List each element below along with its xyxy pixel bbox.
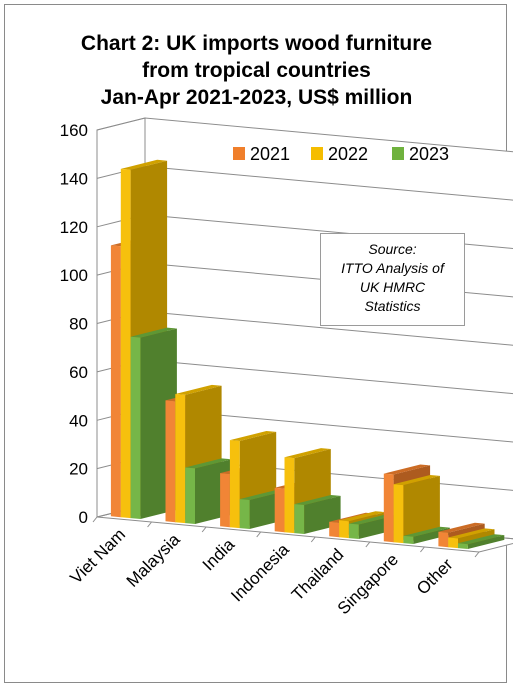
bar-top-2023-Indonesia xyxy=(294,495,341,505)
bar-2023-Malaysia xyxy=(185,467,195,524)
x-tick xyxy=(92,516,98,523)
y-tick-label: 20 xyxy=(69,460,88,479)
bar-top-2023-Singapore xyxy=(403,526,450,537)
bar-2022-Other xyxy=(448,537,458,549)
y-tick-label: 80 xyxy=(69,315,88,334)
source-line-2: ITTO Analysis of xyxy=(341,260,444,276)
bar-top-2022-Malaysia xyxy=(175,384,222,395)
legend-label-2021: 2021 xyxy=(250,144,290,164)
y-tick-label: 120 xyxy=(60,218,88,237)
bar-2023-Other xyxy=(458,543,468,549)
bar-top-2021-Other xyxy=(438,522,485,533)
chart-title-line-2: from tropical countries xyxy=(142,59,371,82)
chart-title-line-3: Jan-Apr 2021-2023, US$ million xyxy=(100,86,413,109)
bar-2021-India xyxy=(220,473,230,528)
bar-2023-Thailand xyxy=(348,523,359,539)
bar-side-2023-Other xyxy=(467,535,505,549)
x-tick xyxy=(365,541,371,548)
bar-2021-Indonesia xyxy=(274,487,285,533)
y-tick-label: 160 xyxy=(60,121,88,140)
bar-2022-Indonesia xyxy=(284,457,295,534)
bar-2021-Other xyxy=(438,531,449,548)
source-annotation: Source: ITTO Analysis of UK HMRC Statist… xyxy=(320,233,465,326)
bar-top-2022-Viet Nam xyxy=(120,159,168,170)
bar-top-2023-Viet Nam xyxy=(130,327,177,338)
legend-label-2022: 2022 xyxy=(328,144,368,164)
source-line-3: UK HMRC xyxy=(359,279,426,295)
y-tick-label: 0 xyxy=(79,508,88,527)
bar-2021-Thailand xyxy=(329,521,340,538)
x-tick xyxy=(474,551,480,558)
bar-top-2022-India xyxy=(229,431,277,441)
bar-top-2023-India xyxy=(239,490,286,500)
bar-2021-Singapore xyxy=(383,473,394,543)
y-tick-label: 40 xyxy=(69,411,88,430)
bar-top-2022-Thailand xyxy=(339,511,386,522)
chart-title-line-1: Chart 2: UK imports wood furniture xyxy=(80,32,433,55)
bar-2022-Viet Nam xyxy=(120,168,131,519)
y-tick-label: 100 xyxy=(60,266,88,285)
x-tick-label: India xyxy=(199,535,239,575)
x-tick xyxy=(310,536,316,543)
x-tick xyxy=(420,546,425,553)
bar-top-2022-Other xyxy=(448,528,495,539)
bar-top-2022-Indonesia xyxy=(284,448,331,459)
x-tick xyxy=(147,521,152,528)
gridline-160 xyxy=(96,117,513,153)
bar-2023-Viet Nam xyxy=(130,336,141,519)
bar-2023-India xyxy=(239,499,250,529)
source-line-4: Statistics xyxy=(364,298,421,314)
bar-top-2022-Singapore xyxy=(393,475,440,486)
bar-2023-Indonesia xyxy=(294,504,305,534)
bar-2021-Malaysia xyxy=(165,400,176,523)
bar-2021-Viet Nam xyxy=(110,245,121,518)
x-tick xyxy=(201,526,207,533)
x-tick-label: Malaysia xyxy=(123,530,184,591)
x-tick xyxy=(256,531,262,538)
bar-2022-Thailand xyxy=(339,520,349,539)
legend-swatch-2023 xyxy=(392,147,404,160)
bar-side-2022-Singapore xyxy=(403,475,440,544)
chart-title: Chart 2: UK imports wood furniture from … xyxy=(0,30,513,111)
x-tick-label: Other xyxy=(413,555,457,599)
legend-swatch-2022 xyxy=(311,147,323,160)
x-tick-label: Viet Nam xyxy=(66,525,129,588)
bar-2022-Singapore xyxy=(393,484,404,544)
bar-top-2023-Malaysia xyxy=(185,458,232,469)
source-line-1: Source: xyxy=(368,241,417,257)
bar-2022-India xyxy=(229,440,240,529)
legend-swatch-2021 xyxy=(233,147,245,160)
bar-2022-Malaysia xyxy=(175,394,186,524)
y-tick-label: 140 xyxy=(60,169,88,188)
bar-2023-Singapore xyxy=(403,535,414,544)
bar-top-2023-Thailand xyxy=(348,514,396,525)
x-tick-label: Thailand xyxy=(288,545,348,605)
bar-top-2021-Singapore xyxy=(383,464,431,475)
legend-label-2023: 2023 xyxy=(409,144,449,164)
y-tick-label: 60 xyxy=(69,363,88,382)
bar-top-2023-Other xyxy=(458,534,505,545)
